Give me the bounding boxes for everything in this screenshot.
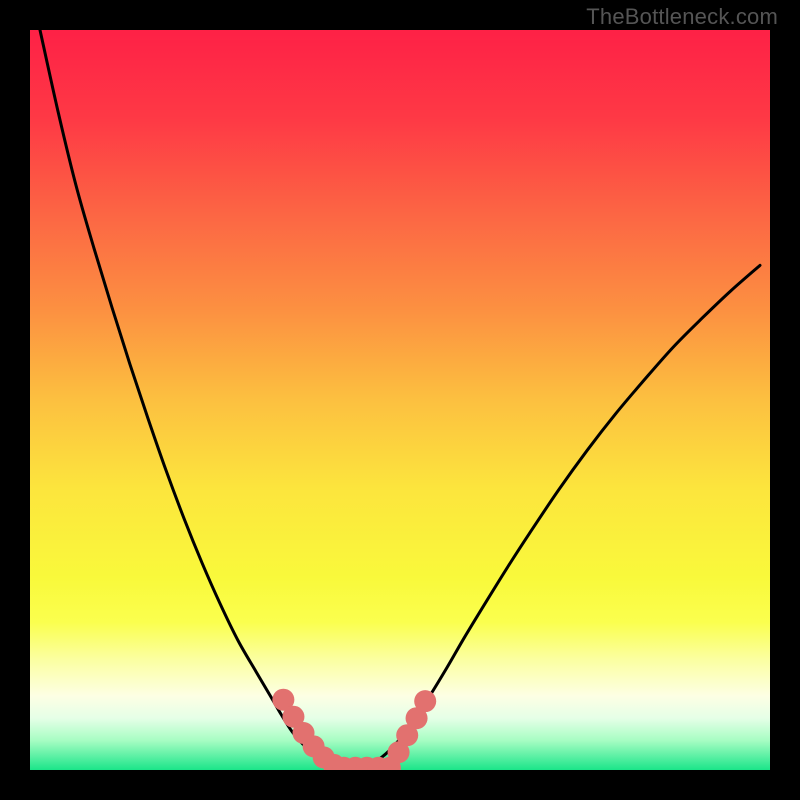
highlight-dot — [414, 690, 436, 712]
bottleneck-chart — [0, 0, 800, 800]
watermark-text: TheBottleneck.com — [586, 4, 778, 30]
figure-stage: TheBottleneck.com — [0, 0, 800, 800]
